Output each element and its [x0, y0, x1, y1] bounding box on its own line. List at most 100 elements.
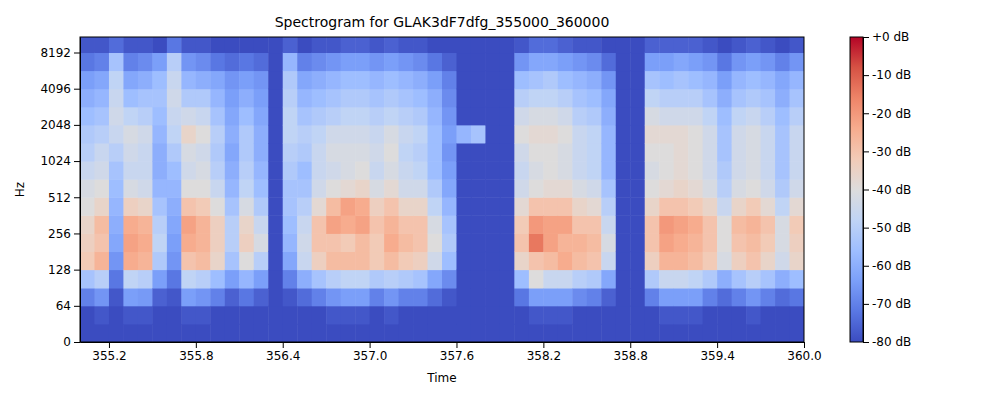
- heatmap-cell: [688, 107, 703, 126]
- heatmap-cell: [529, 125, 544, 144]
- y-axis-title: Hz: [13, 182, 27, 197]
- heatmap-cell: [428, 161, 443, 180]
- heatmap-cell: [456, 89, 471, 108]
- heatmap-cell: [471, 53, 486, 72]
- heatmap-cell: [790, 270, 804, 289]
- heatmap-cell: [123, 270, 138, 289]
- heatmap-cell: [500, 288, 515, 306]
- heatmap-cell: [123, 252, 138, 271]
- heatmap-cell: [529, 107, 544, 126]
- heatmap-cell: [775, 324, 790, 342]
- heatmap-cell: [500, 71, 515, 90]
- heatmap-cell: [254, 233, 269, 252]
- heatmap-cell: [123, 179, 138, 198]
- heatmap-cell: [326, 37, 341, 53]
- heatmap-cell: [196, 233, 211, 252]
- heatmap-cell: [688, 179, 703, 198]
- heatmap-cell: [123, 71, 138, 90]
- heatmap-cell: [674, 233, 689, 252]
- heatmap-cell: [442, 143, 457, 162]
- heatmap-cell: [659, 197, 674, 216]
- x-tick: 358.2: [527, 342, 561, 363]
- colorbar-tick-label: -60 dB: [872, 259, 911, 273]
- heatmap-cell: [543, 270, 558, 289]
- heatmap-cell: [703, 71, 718, 90]
- colorbar-tick-label: -70 dB: [872, 297, 911, 311]
- heatmap-cell: [167, 197, 182, 216]
- heatmap-cell: [790, 233, 804, 252]
- heatmap-cell: [587, 215, 602, 234]
- heatmap-cell: [355, 252, 370, 271]
- heatmap-cell: [616, 107, 631, 126]
- heatmap-cell: [123, 324, 138, 342]
- heatmap-cell: [456, 37, 471, 53]
- heatmap-cell: [181, 215, 196, 234]
- heatmap-cell: [94, 252, 109, 271]
- heatmap-cell: [543, 161, 558, 180]
- heatmap-cell: [485, 288, 500, 306]
- heatmap-cell: [254, 107, 269, 126]
- heatmap-cell: [109, 161, 124, 180]
- heatmap-cell: [572, 306, 587, 325]
- heatmap-cell: [558, 179, 573, 198]
- x-tick: 355.8: [179, 342, 213, 363]
- heatmap-cell: [732, 233, 747, 252]
- heatmap-cell: [138, 306, 153, 325]
- heatmap-cell: [514, 37, 529, 53]
- heatmap-cell: [167, 215, 182, 234]
- heatmap-cell: [746, 161, 761, 180]
- heatmap-cell: [399, 324, 414, 342]
- heatmap-cell: [181, 37, 196, 53]
- heatmap-cell: [456, 233, 471, 252]
- heatmap-cell: [732, 270, 747, 289]
- heatmap-cell: [138, 215, 153, 234]
- heatmap-cell: [428, 306, 443, 325]
- x-tick-mark: [630, 342, 631, 348]
- heatmap-cell: [717, 270, 732, 289]
- heatmap-cell: [442, 215, 457, 234]
- heatmap-cell: [268, 179, 283, 198]
- heatmap-cell: [790, 125, 804, 144]
- heatmap-cell: [283, 125, 298, 144]
- heatmap-cell: [370, 107, 385, 126]
- heatmap-cell: [413, 324, 428, 342]
- heatmap-cell: [790, 324, 804, 342]
- heatmap-cell: [746, 233, 761, 252]
- heatmap-cell: [587, 197, 602, 216]
- heatmap-cell: [703, 270, 718, 289]
- heatmap-cell: [659, 53, 674, 72]
- heatmap-cell: [210, 179, 225, 198]
- heatmap-cell: [703, 161, 718, 180]
- heatmap-cell: [413, 288, 428, 306]
- heatmap-cell: [485, 215, 500, 234]
- heatmap-cell: [80, 125, 95, 144]
- heatmap-cell: [413, 89, 428, 108]
- heatmap: [80, 37, 804, 342]
- heatmap-cell: [746, 71, 761, 90]
- heatmap-cell: [210, 107, 225, 126]
- heatmap-cell: [326, 71, 341, 90]
- heatmap-cell: [485, 53, 500, 72]
- heatmap-cell: [210, 288, 225, 306]
- y-tick: 0: [63, 335, 80, 349]
- heatmap-cell: [109, 71, 124, 90]
- heatmap-cell: [210, 161, 225, 180]
- heatmap-cell: [94, 89, 109, 108]
- heatmap-cell: [80, 89, 95, 108]
- heatmap-cell: [703, 53, 718, 72]
- heatmap-cell: [254, 71, 269, 90]
- heatmap-cell: [616, 270, 631, 289]
- heatmap-cell: [746, 53, 761, 72]
- heatmap-cell: [326, 306, 341, 325]
- heatmap-cell: [94, 161, 109, 180]
- heatmap-cell: [355, 37, 370, 53]
- heatmap-cell: [109, 107, 124, 126]
- heatmap-cell: [94, 233, 109, 252]
- heatmap-cell: [543, 215, 558, 234]
- heatmap-cell: [485, 197, 500, 216]
- heatmap-cell: [630, 288, 645, 306]
- heatmap-cell: [341, 89, 356, 108]
- x-tick: 355.2: [92, 342, 126, 363]
- heatmap-cell: [775, 252, 790, 271]
- heatmap-cell: [399, 37, 414, 53]
